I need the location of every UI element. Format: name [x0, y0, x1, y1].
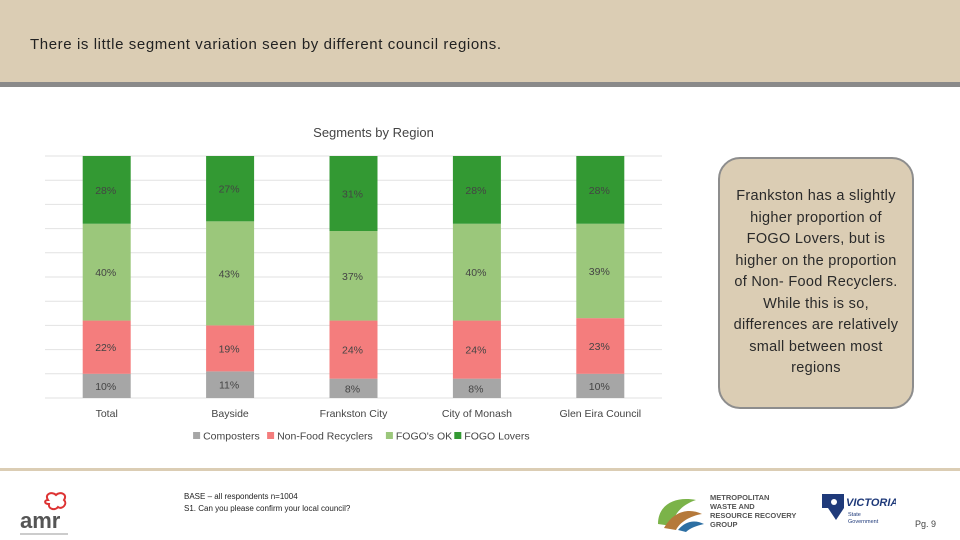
- bar-segment: [82, 373, 131, 398]
- base-note-line: S1. Can you please confirm your local co…: [184, 504, 351, 513]
- legend-label: Non-Food Recyclers: [277, 431, 373, 443]
- legend-label: FOGO's OK: [396, 431, 452, 443]
- bar-segment: [329, 320, 378, 379]
- data-label: 37%: [342, 271, 363, 283]
- data-label: 10%: [95, 381, 116, 393]
- victoria-state-government-logo: VICTORIA State Government: [822, 494, 896, 525]
- legend-swatch: [267, 432, 275, 439]
- data-label: 23%: [589, 341, 610, 353]
- page-number: Pg. 9: [915, 519, 937, 529]
- data-label: 10%: [589, 381, 610, 393]
- data-label: 11%: [219, 380, 239, 392]
- bar-segment: [206, 156, 255, 222]
- insight-callout: Frankston has a slightly higher proporti…: [718, 157, 914, 409]
- legend-label: FOGO Lovers: [464, 431, 529, 443]
- amr-logo-text: amr: [20, 508, 61, 533]
- bar-segment: [452, 320, 501, 379]
- category-label: Total: [96, 408, 118, 420]
- data-label: 8%: [468, 383, 483, 395]
- amr-logo: amr: [20, 492, 68, 535]
- legend-label: Composters: [203, 431, 260, 443]
- data-label: 24%: [465, 345, 486, 357]
- victoria-logo-sub: State: [848, 512, 861, 518]
- data-label: 19%: [219, 343, 240, 355]
- legend-swatch: [385, 432, 393, 439]
- bar-segment: [329, 378, 378, 398]
- legend-swatch: [193, 432, 201, 439]
- bar-segment: [329, 156, 378, 232]
- callout-text: Frankston has a slightly higher proporti…: [733, 188, 899, 377]
- data-label: 40%: [465, 267, 486, 279]
- category-label: Bayside: [211, 408, 249, 420]
- slide-title: There is little segment variation seen b…: [30, 36, 502, 53]
- mwrrg-logo-line: METROPOLITAN: [710, 493, 769, 502]
- data-label: 40%: [95, 267, 116, 279]
- chart-title: Segments by Region: [313, 125, 434, 140]
- mwrrg-logo: METROPOLITAN WASTE AND RESOURCE RECOVERY…: [658, 493, 796, 532]
- category-label: Glen Eira Council: [559, 408, 641, 420]
- bar-segment: [82, 320, 131, 374]
- bar-segment: [329, 231, 378, 321]
- stacked-bar-chart: Segments by Region 10% 22% 40% 28% Total 11% 19…: [45, 125, 662, 443]
- data-label: 39%: [589, 266, 610, 278]
- bar-segment: [576, 156, 625, 224]
- header-band: There is little segment variation seen b…: [0, 0, 960, 82]
- header-divider: [0, 82, 960, 87]
- bar-segment: [452, 156, 501, 224]
- base-note-line: BASE – all respondents n=1004: [184, 492, 298, 501]
- mwrrg-logo-line: GROUP: [710, 520, 738, 529]
- base-note: BASE – all respondents n=1004 S1. Can yo…: [184, 491, 350, 515]
- bar-segment: [206, 371, 255, 398]
- data-label: 28%: [95, 185, 116, 197]
- mwrrg-logo-line: RESOURCE RECOVERY: [710, 511, 796, 520]
- bar-segment: [82, 223, 131, 321]
- bar-segment: [82, 156, 131, 224]
- bar-segment: [452, 378, 501, 398]
- footer-divider: [0, 468, 960, 471]
- data-label: 28%: [589, 185, 610, 197]
- bar-segment: [576, 373, 625, 398]
- mwrrg-logo-line: WASTE AND: [710, 502, 755, 511]
- legend-swatch: [454, 432, 462, 439]
- bar-segment: [576, 318, 625, 374]
- bar-segment: [206, 221, 255, 326]
- category-label: City of Monash: [442, 408, 512, 420]
- data-label: 31%: [342, 189, 363, 201]
- data-label: 24%: [342, 345, 363, 357]
- bar-segment: [576, 223, 625, 319]
- data-label: 43%: [219, 268, 240, 280]
- bar-segment: [206, 325, 255, 372]
- bar-segment: [452, 223, 501, 321]
- victoria-logo-sub: Government: [848, 519, 879, 525]
- data-label: 8%: [345, 383, 360, 395]
- category-label: Frankston City: [320, 408, 388, 420]
- victoria-logo-text: VICTORIA: [846, 497, 896, 509]
- data-label: 28%: [465, 185, 486, 197]
- data-label: 27%: [219, 184, 240, 196]
- data-label: 22%: [95, 342, 116, 354]
